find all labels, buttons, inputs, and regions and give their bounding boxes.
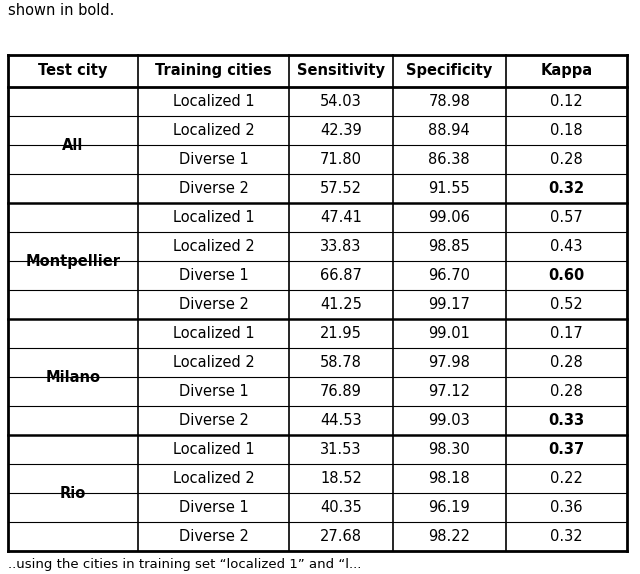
Text: 57.52: 57.52 xyxy=(320,181,362,196)
Text: Diverse 1: Diverse 1 xyxy=(179,500,248,515)
Text: 86.38: 86.38 xyxy=(428,152,470,167)
Text: 47.41: 47.41 xyxy=(320,210,362,225)
Text: Localized 1: Localized 1 xyxy=(173,94,254,109)
Text: Training cities: Training cities xyxy=(155,63,272,79)
Text: 40.35: 40.35 xyxy=(320,500,362,515)
Text: Diverse 1: Diverse 1 xyxy=(179,268,248,283)
Text: 98.22: 98.22 xyxy=(428,529,470,544)
Text: Localized 2: Localized 2 xyxy=(173,471,254,486)
Text: Montpellier: Montpellier xyxy=(25,254,120,269)
Text: 0.52: 0.52 xyxy=(550,297,583,312)
Text: Localized 1: Localized 1 xyxy=(173,326,254,341)
Text: Diverse 2: Diverse 2 xyxy=(179,181,248,196)
Text: 88.94: 88.94 xyxy=(428,123,470,138)
Text: Diverse 2: Diverse 2 xyxy=(179,297,248,312)
Text: Milano: Milano xyxy=(45,370,100,385)
Text: 0.60: 0.60 xyxy=(548,268,584,283)
Text: Diverse 1: Diverse 1 xyxy=(179,152,248,167)
Text: Localized 2: Localized 2 xyxy=(173,123,254,138)
Text: 0.17: 0.17 xyxy=(550,326,583,341)
Text: 0.28: 0.28 xyxy=(550,152,583,167)
Text: 0.18: 0.18 xyxy=(550,123,582,138)
Text: 97.12: 97.12 xyxy=(428,384,470,399)
Text: 54.03: 54.03 xyxy=(320,94,362,109)
Text: 98.30: 98.30 xyxy=(428,442,470,457)
Text: 0.12: 0.12 xyxy=(550,94,583,109)
Text: 44.53: 44.53 xyxy=(320,413,362,428)
Text: Localized 1: Localized 1 xyxy=(173,442,254,457)
Text: Diverse 2: Diverse 2 xyxy=(179,413,248,428)
Text: Localized 1: Localized 1 xyxy=(173,210,254,225)
Text: 0.32: 0.32 xyxy=(548,181,584,196)
Text: 0.28: 0.28 xyxy=(550,355,583,370)
Text: 0.33: 0.33 xyxy=(548,413,584,428)
Text: Diverse 1: Diverse 1 xyxy=(179,384,248,399)
Text: 91.55: 91.55 xyxy=(428,181,470,196)
Text: 0.37: 0.37 xyxy=(548,442,584,457)
Text: Specificity: Specificity xyxy=(406,63,492,79)
Text: 66.87: 66.87 xyxy=(320,268,362,283)
Text: ..using the cities in training set “localized 1” and “l...: ..using the cities in training set “loca… xyxy=(8,558,361,571)
Text: Test city: Test city xyxy=(38,63,108,79)
Text: Kappa: Kappa xyxy=(540,63,593,79)
Text: Diverse 2: Diverse 2 xyxy=(179,529,248,544)
Text: 0.32: 0.32 xyxy=(550,529,582,544)
Text: 0.43: 0.43 xyxy=(550,239,582,254)
Text: 21.95: 21.95 xyxy=(320,326,362,341)
Text: 99.06: 99.06 xyxy=(428,210,470,225)
Text: Rio: Rio xyxy=(60,486,86,501)
Text: 99.17: 99.17 xyxy=(428,297,470,312)
Text: 33.83: 33.83 xyxy=(321,239,362,254)
Text: 18.52: 18.52 xyxy=(320,471,362,486)
Text: 96.19: 96.19 xyxy=(428,500,470,515)
Text: 0.57: 0.57 xyxy=(550,210,583,225)
Text: 98.18: 98.18 xyxy=(428,471,470,486)
Text: 78.98: 78.98 xyxy=(428,94,470,109)
Text: shown in bold.: shown in bold. xyxy=(8,3,114,18)
Text: 0.22: 0.22 xyxy=(550,471,583,486)
Text: 0.36: 0.36 xyxy=(550,500,582,515)
Text: 99.01: 99.01 xyxy=(428,326,470,341)
Text: 98.85: 98.85 xyxy=(428,239,470,254)
Text: 31.53: 31.53 xyxy=(321,442,362,457)
Text: 97.98: 97.98 xyxy=(428,355,470,370)
Text: 58.78: 58.78 xyxy=(320,355,362,370)
Text: Localized 2: Localized 2 xyxy=(173,239,254,254)
Text: 0.28: 0.28 xyxy=(550,384,583,399)
Text: Localized 2: Localized 2 xyxy=(173,355,254,370)
Text: 96.70: 96.70 xyxy=(428,268,470,283)
Text: 76.89: 76.89 xyxy=(320,384,362,399)
Text: 42.39: 42.39 xyxy=(320,123,362,138)
Text: 27.68: 27.68 xyxy=(320,529,362,544)
Text: 41.25: 41.25 xyxy=(320,297,362,312)
Text: All: All xyxy=(62,138,83,153)
Text: 71.80: 71.80 xyxy=(320,152,362,167)
Text: Sensitivity: Sensitivity xyxy=(297,63,385,79)
Text: 99.03: 99.03 xyxy=(428,413,470,428)
